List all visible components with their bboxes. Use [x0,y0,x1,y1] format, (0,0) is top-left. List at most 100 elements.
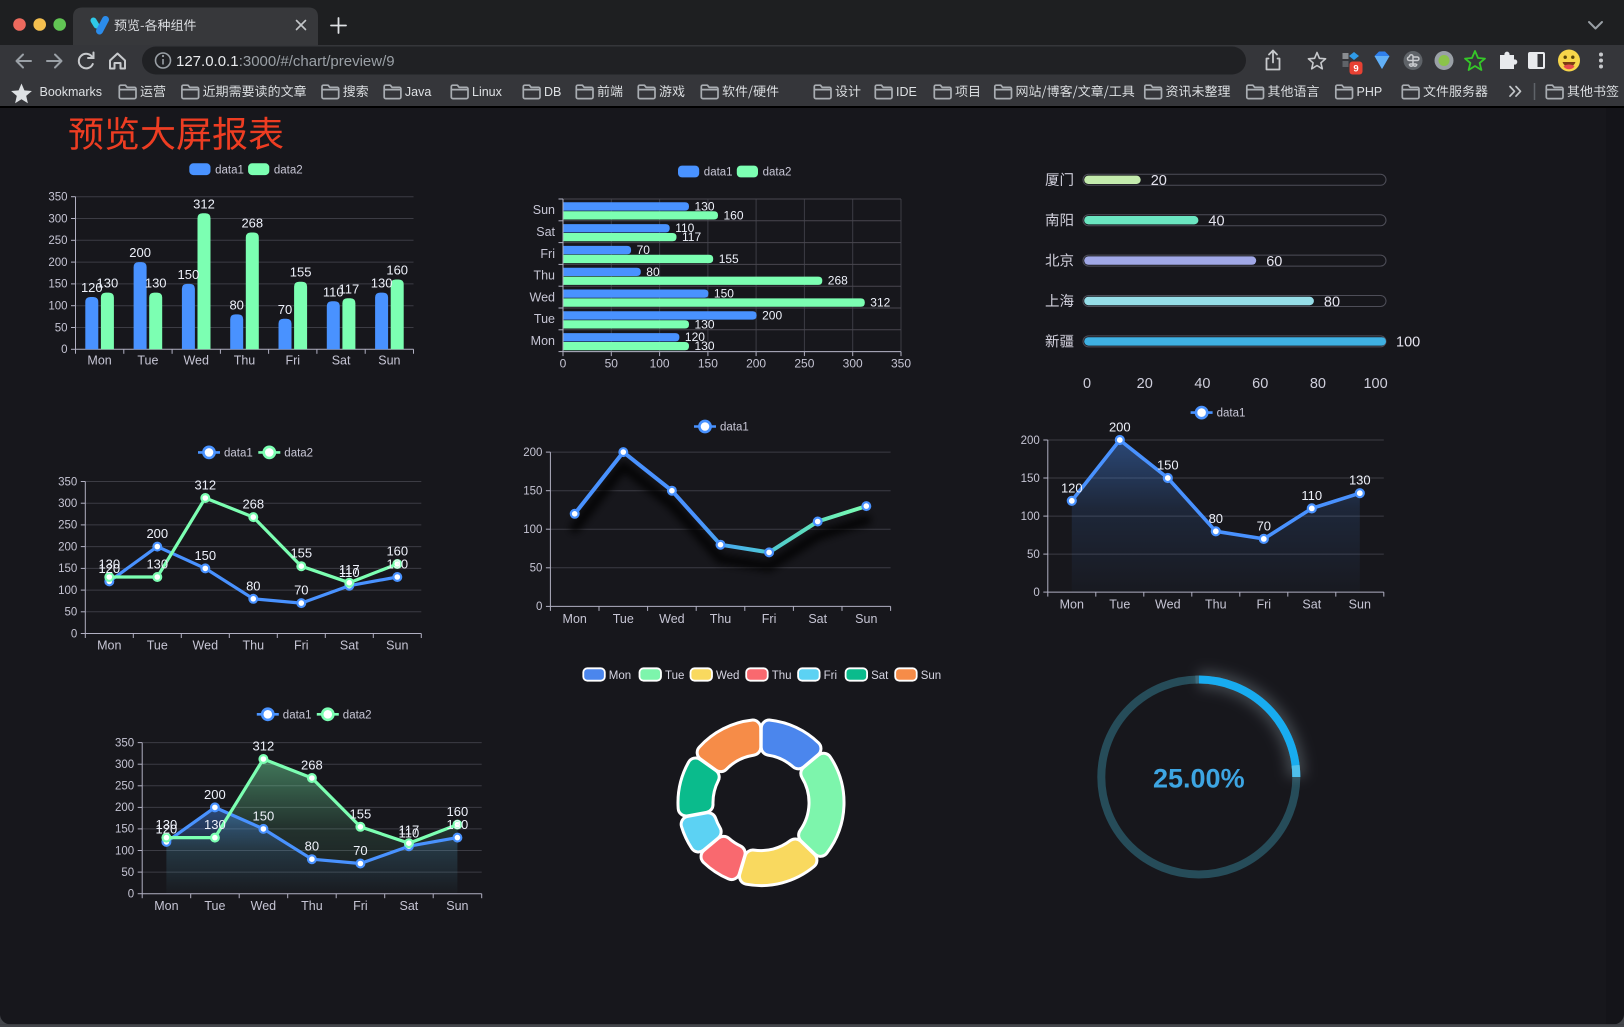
svg-text:Sat: Sat [536,225,555,239]
svg-text:117: 117 [399,823,420,838]
svg-text:Wed: Wed [183,354,209,368]
svg-text:Mon: Mon [563,612,587,626]
svg-text:80: 80 [305,839,319,854]
svg-text:Thu: Thu [243,638,265,652]
svg-text:117: 117 [339,281,360,296]
svg-text:Sat: Sat [400,899,419,913]
svg-text:70: 70 [278,302,292,317]
svg-text:80: 80 [229,297,243,312]
svg-text:data2: data2 [274,164,303,176]
svg-text:Wed: Wed [1155,597,1181,611]
svg-text:100: 100 [650,357,670,371]
svg-text:312: 312 [193,196,215,211]
svg-text:200: 200 [1021,435,1040,447]
svg-text:Wed: Wed [659,612,685,626]
svg-text:Sat: Sat [808,612,827,626]
svg-text:70: 70 [637,243,651,257]
svg-text:50: 50 [1027,549,1040,561]
svg-text:150: 150 [58,563,77,575]
svg-text:300: 300 [58,498,77,510]
svg-text:117: 117 [339,562,360,577]
svg-text:130: 130 [695,339,715,353]
svg-text:350: 350 [891,357,911,371]
svg-text:100: 100 [1396,335,1420,351]
svg-text:150: 150 [48,279,67,291]
svg-text:data1: data1 [720,422,749,434]
svg-text:100: 100 [58,585,77,597]
svg-text:130: 130 [204,817,226,832]
svg-text:Tue: Tue [613,612,634,626]
svg-text:Fri: Fri [824,670,837,682]
svg-text:0: 0 [536,601,542,613]
svg-text:150: 150 [523,486,542,498]
svg-text:130: 130 [371,276,393,291]
svg-text:Tue: Tue [534,312,555,326]
svg-text:160: 160 [447,804,469,819]
svg-text:200: 200 [115,802,134,814]
svg-text:Fri: Fri [540,247,555,261]
svg-text:Sun: Sun [921,670,941,682]
svg-text:200: 200 [204,787,226,802]
svg-text:200: 200 [523,447,542,459]
svg-text:150: 150 [178,267,200,282]
svg-text:80: 80 [1310,376,1326,392]
svg-text:300: 300 [115,759,134,771]
svg-text:130: 130 [695,199,715,213]
svg-text:0: 0 [560,357,567,371]
svg-text:117: 117 [682,230,701,244]
svg-text:DB: DB [544,85,561,99]
svg-text:130: 130 [146,557,168,572]
svg-text:Sat: Sat [871,670,889,682]
svg-text:150: 150 [194,548,216,563]
svg-text:data2: data2 [284,448,313,460]
svg-text:200: 200 [129,245,151,260]
svg-text:data2: data2 [763,167,792,179]
svg-text:200: 200 [762,308,782,322]
svg-text:Thu: Thu [234,354,256,368]
svg-text:130: 130 [98,557,120,572]
svg-text:Sun: Sun [855,612,877,626]
svg-text:Sat: Sat [1302,597,1321,611]
svg-text:155: 155 [719,252,739,266]
svg-text:Fri: Fri [286,354,301,368]
svg-text:Tue: Tue [665,670,684,682]
svg-text:120: 120 [156,821,178,836]
svg-text:data2: data2 [343,709,372,721]
svg-text:155: 155 [290,265,312,280]
svg-text:Mon: Mon [531,334,555,348]
svg-text:300: 300 [843,357,863,371]
svg-text:110: 110 [399,826,420,841]
svg-text:Tue: Tue [1109,597,1130,611]
svg-text:80: 80 [1324,294,1340,310]
svg-text:70: 70 [353,843,367,858]
svg-text:155: 155 [290,546,312,561]
svg-text:Sun: Sun [378,354,400,368]
svg-text:IDE: IDE [896,85,917,99]
svg-text:Mon: Mon [87,354,111,368]
svg-text:110: 110 [323,284,344,299]
svg-text:Wed: Wed [530,290,556,304]
svg-text:268: 268 [828,274,848,288]
svg-text:110: 110 [675,221,694,235]
svg-text:127.0.0.1: 127.0.0.1 [176,53,239,70]
svg-text:data1: data1 [283,709,312,721]
svg-text:250: 250 [115,781,134,793]
svg-text:50: 50 [530,563,543,575]
svg-text:120: 120 [81,280,103,295]
svg-text:150: 150 [1021,473,1040,485]
svg-text:Sun: Sun [533,203,555,217]
svg-text:150: 150 [1157,458,1179,473]
svg-text:data1: data1 [215,164,244,176]
svg-text:40: 40 [1208,214,1224,230]
svg-text:20: 20 [1137,376,1153,392]
svg-text:Wed: Wed [716,670,739,682]
svg-text:150: 150 [714,287,734,301]
svg-text:Sat: Sat [340,638,359,652]
svg-text:200: 200 [58,541,77,553]
svg-text:Tue: Tue [147,638,168,652]
svg-text:Thu: Thu [301,899,323,913]
svg-text:160: 160 [386,263,408,278]
svg-text:200: 200 [146,526,168,541]
svg-text:200: 200 [1109,420,1131,435]
svg-text:300: 300 [48,213,67,225]
